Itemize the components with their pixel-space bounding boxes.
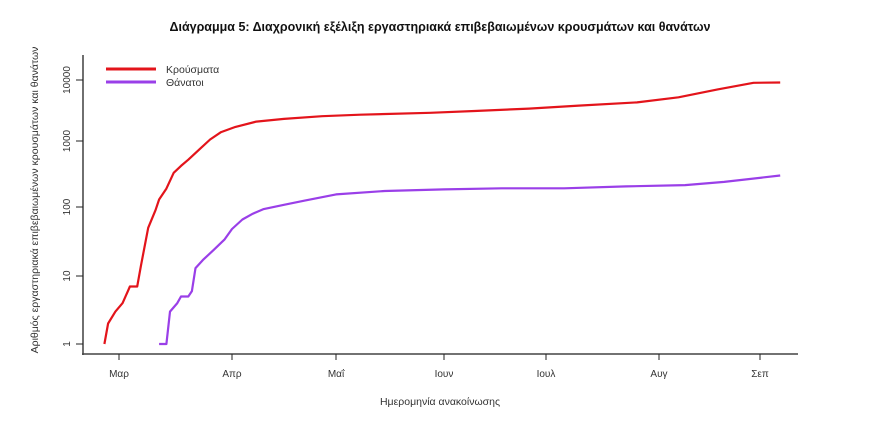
y-axis: 1 10 100 1000 10000 [62,55,84,355]
y-tick-label: 10 [62,270,73,282]
x-axis-title: Ημερομηνία ανακοίνωσης [380,396,500,408]
deaths-line [159,174,781,346]
legend: Κρούσματα Θάνατοι [106,64,219,89]
x-tick-label: Ιουν [435,369,454,380]
legend-label-cases: Κρούσματα [166,64,219,76]
y-axis-title: Αριθμός εργαστηριακά επιβεβαιωμένων κρου… [29,47,41,354]
legend-label-deaths: Θάνατοι [166,77,204,89]
x-tick-label: Μαρ [109,369,129,380]
chart-title: Διάγραμμα 5: Διαχρονική εξέλιξη εργαστηρ… [169,20,711,34]
x-tick-label: Ιουλ [537,369,556,380]
y-tick-label: 1 [62,341,73,347]
x-tick-label: Αυγ [650,369,667,380]
y-tick-label: 100 [62,198,73,215]
x-tick-label: Σεπ [751,369,769,380]
series-lines [103,81,781,346]
x-tick-label: Μαΐ [328,368,345,380]
y-tick-label: 1000 [62,129,73,152]
x-axis: Μαρ Απρ Μαΐ Ιουν Ιουλ Αυγ Σεπ [82,353,798,380]
y-tick-label: 10000 [62,66,73,94]
x-tick-label: Απρ [222,369,242,380]
cases-line [103,81,781,345]
